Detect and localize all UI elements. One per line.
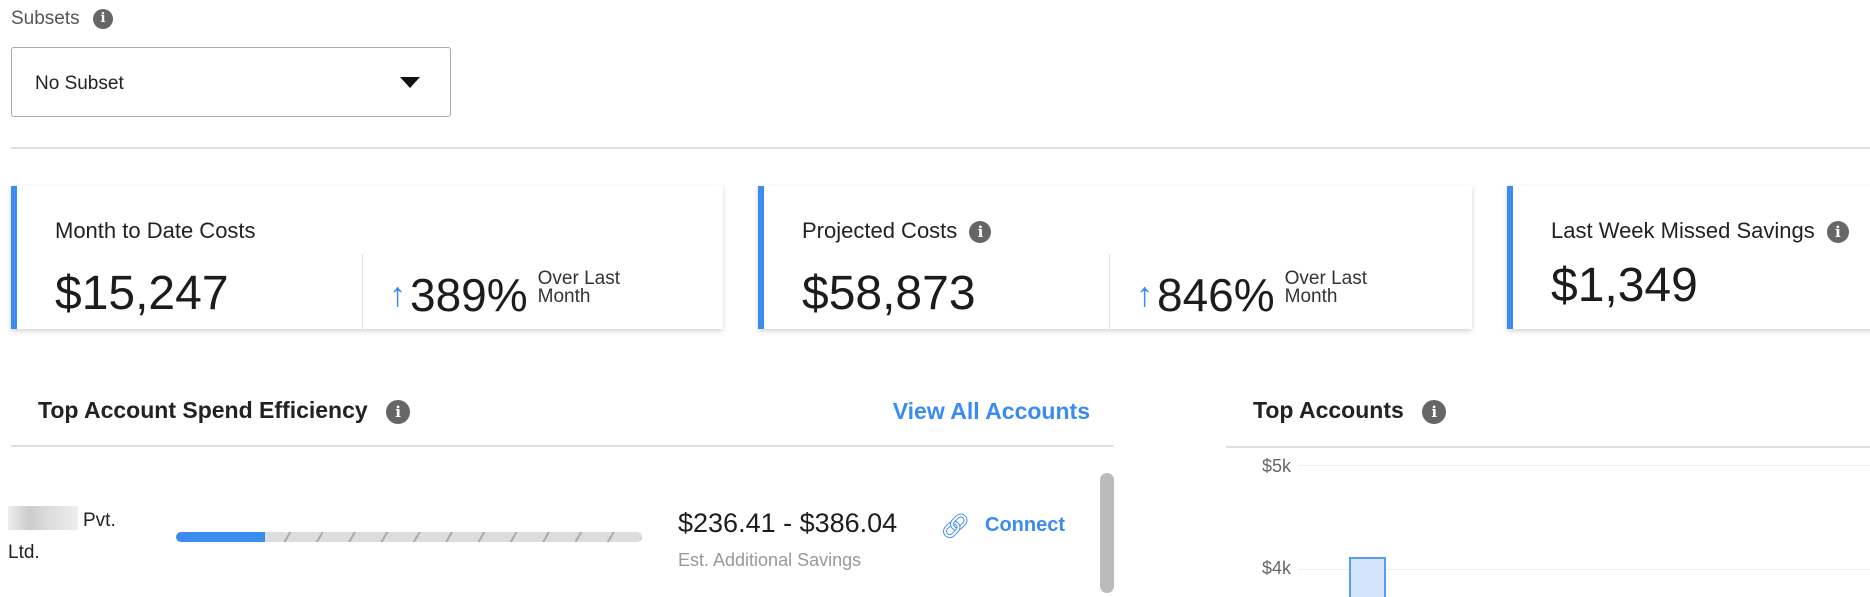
- efficiency-bar-fill: [176, 532, 265, 542]
- card-value: $15,247: [55, 267, 229, 320]
- divider: [1109, 254, 1110, 329]
- account-name: Ltd.: [8, 542, 40, 563]
- account-name: Pvt.: [83, 510, 116, 531]
- gridline: [1298, 465, 1870, 466]
- divider: [11, 147, 1870, 149]
- efficiency-bar: [176, 532, 642, 542]
- divider: [362, 254, 363, 329]
- subset-dropdown[interactable]: No Subset: [11, 47, 451, 117]
- link-icon[interactable]: 🔗︎: [940, 513, 971, 540]
- subsets-label: Subsets i: [11, 8, 113, 30]
- view-all-accounts-link[interactable]: View All Accounts: [892, 398, 1090, 424]
- efficiency-title: Top Account Spend Efficiency i: [38, 397, 411, 424]
- connect-button[interactable]: Connect: [985, 514, 1065, 536]
- divider: [1226, 446, 1870, 448]
- card-value: $58,873: [802, 267, 976, 320]
- info-icon[interactable]: i: [1826, 221, 1849, 244]
- card-missed-savings: Last Week Missed Savings i $1,349: [1507, 186, 1870, 329]
- account-name-redacted: [8, 506, 78, 530]
- arrow-up-icon: ↑: [1136, 275, 1153, 314]
- chart-bar[interactable]: [1349, 557, 1386, 597]
- info-icon[interactable]: i: [1422, 399, 1447, 424]
- savings-range: $236.41 - $386.04: [678, 508, 898, 538]
- card-month-to-date: Month to Date Costs $15,247 ↑ 389% Over …: [11, 186, 723, 329]
- card-title: Last Week Missed Savings i: [1551, 218, 1849, 244]
- arrow-up-icon: ↑: [389, 275, 406, 314]
- card-value: $1,349: [1551, 259, 1698, 312]
- caret-down-icon: [400, 77, 420, 88]
- y-tick-label: $4k: [1262, 558, 1292, 578]
- y-tick-label: $5k: [1262, 456, 1292, 476]
- savings-label: Est. Additional Savings: [678, 550, 862, 570]
- top-accounts-title: Top Accounts i: [1253, 397, 1447, 424]
- card-title: Month to Date Costs: [55, 218, 256, 243]
- change-indicator: ↑ 846% Over Last Month: [1136, 268, 1368, 321]
- info-icon[interactable]: i: [386, 399, 411, 424]
- info-icon[interactable]: i: [92, 8, 113, 29]
- divider: [11, 445, 1114, 447]
- info-icon[interactable]: i: [969, 221, 992, 244]
- card-projected-costs: Projected Costs i $58,873 ↑ 846% Over La…: [758, 186, 1472, 329]
- gridline: [1298, 569, 1870, 570]
- subset-selected-value: No Subset: [35, 73, 124, 94]
- change-indicator: ↑ 389% Over Last Month: [389, 268, 621, 321]
- card-title: Projected Costs i: [802, 218, 992, 244]
- account-row: Pvt. Ltd. $236.41 - $386.04 Est. Additio…: [0, 470, 1100, 586]
- scrollbar[interactable]: [1100, 473, 1114, 593]
